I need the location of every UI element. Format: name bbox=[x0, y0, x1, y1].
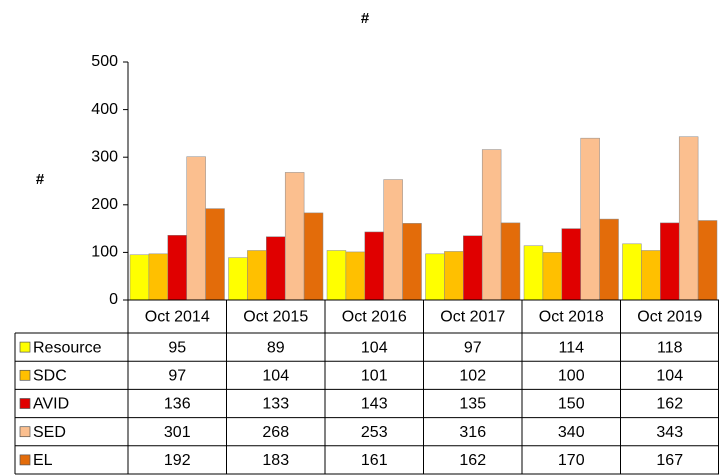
bar bbox=[641, 250, 661, 301]
table-value: 100 bbox=[558, 368, 585, 385]
table-value: 150 bbox=[558, 396, 585, 413]
bar bbox=[167, 235, 187, 301]
table-value: 118 bbox=[657, 339, 683, 356]
table-value: 136 bbox=[164, 396, 191, 413]
table-value: 143 bbox=[361, 396, 388, 413]
table-value: 161 bbox=[361, 452, 388, 469]
x-tick-label: Oct 2017 bbox=[440, 309, 505, 326]
legend-label: EL bbox=[33, 452, 53, 469]
bar bbox=[678, 136, 699, 301]
legend-swatch bbox=[19, 398, 31, 409]
x-tick-label: Oct 2014 bbox=[145, 309, 210, 326]
table-value: 340 bbox=[558, 424, 585, 441]
bar bbox=[444, 251, 464, 301]
table-value: 95 bbox=[168, 339, 186, 356]
table-value: 167 bbox=[656, 452, 683, 469]
y-tick-label: 0 bbox=[109, 291, 118, 308]
table-value: 104 bbox=[656, 368, 683, 385]
chart-title: # bbox=[361, 10, 370, 27]
bar bbox=[463, 235, 483, 301]
table-value: 133 bbox=[262, 396, 289, 413]
table-value: 97 bbox=[168, 368, 186, 385]
table-value: 101 bbox=[361, 368, 388, 385]
table-value: 170 bbox=[558, 452, 585, 469]
bar bbox=[481, 149, 502, 301]
table-value: 104 bbox=[361, 339, 388, 356]
bar bbox=[266, 236, 286, 301]
table-value: 301 bbox=[164, 424, 191, 441]
bar bbox=[205, 208, 225, 301]
legend-swatch bbox=[19, 369, 31, 381]
bar bbox=[303, 212, 324, 301]
y-tick-label: 300 bbox=[91, 148, 118, 165]
x-tick-label: Oct 2016 bbox=[342, 309, 407, 326]
bar bbox=[326, 250, 347, 301]
legend-swatch bbox=[19, 341, 31, 353]
table-value: 316 bbox=[459, 424, 486, 441]
bar bbox=[599, 218, 619, 301]
x-tick-label: Oct 2019 bbox=[637, 309, 702, 326]
table-value: 162 bbox=[656, 396, 683, 413]
table-value: 192 bbox=[164, 452, 191, 469]
table-value: 343 bbox=[656, 424, 683, 441]
bar bbox=[186, 156, 206, 301]
legend-label: SDC bbox=[33, 368, 67, 385]
bar bbox=[542, 252, 563, 301]
bar bbox=[425, 253, 445, 301]
table-value: 162 bbox=[459, 452, 486, 469]
bar bbox=[148, 253, 169, 301]
bar bbox=[247, 250, 267, 301]
table-value: 253 bbox=[361, 424, 388, 441]
y-tick-label: 200 bbox=[91, 196, 118, 213]
legend-label: AVID bbox=[33, 396, 69, 413]
bar bbox=[697, 220, 718, 301]
bar bbox=[129, 254, 150, 301]
bar bbox=[364, 231, 384, 301]
bar bbox=[500, 222, 521, 301]
table-value: 102 bbox=[459, 368, 486, 385]
bar bbox=[383, 179, 403, 301]
y-tick-label: 400 bbox=[91, 101, 118, 118]
legend-swatch bbox=[19, 454, 31, 466]
bar bbox=[580, 137, 600, 301]
table-value: 135 bbox=[459, 396, 486, 413]
table-value: 268 bbox=[262, 424, 289, 441]
y-axis-label: # bbox=[36, 171, 45, 188]
x-tick-label: Oct 2015 bbox=[243, 309, 308, 326]
table-value: 114 bbox=[558, 339, 584, 356]
legend-swatch bbox=[19, 426, 31, 438]
y-tick-label: 500 bbox=[91, 53, 118, 70]
x-tick-label: Oct 2018 bbox=[539, 309, 604, 326]
table-value: 89 bbox=[267, 339, 285, 356]
bar bbox=[345, 251, 366, 301]
table-value: 104 bbox=[262, 368, 289, 385]
table-value: 183 bbox=[262, 452, 289, 469]
bar bbox=[622, 243, 642, 301]
legend-label: Resource bbox=[33, 339, 102, 356]
table-value: 97 bbox=[464, 339, 482, 356]
y-tick-label: 100 bbox=[91, 244, 118, 261]
bar bbox=[228, 257, 248, 301]
bar bbox=[402, 223, 422, 301]
bar bbox=[660, 222, 680, 301]
bar bbox=[561, 228, 581, 301]
legend-label: SED bbox=[33, 424, 66, 441]
bar bbox=[523, 245, 544, 301]
bar bbox=[284, 172, 305, 301]
